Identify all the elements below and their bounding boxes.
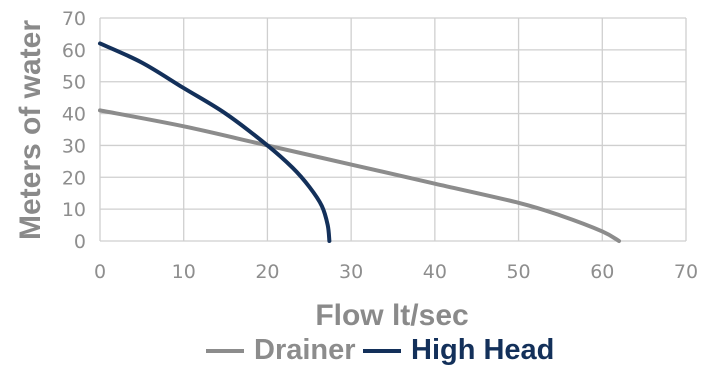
legend-label-drainer: Drainer bbox=[254, 334, 356, 366]
y-tick-label: 50 bbox=[62, 72, 86, 94]
x-tick-label: 60 bbox=[590, 261, 614, 283]
y-axis-ticks: 0 10 20 30 40 50 60 70 bbox=[62, 8, 86, 253]
series-line-high-head bbox=[98, 41, 332, 243]
grid bbox=[99, 17, 687, 242]
x-tick-label: 50 bbox=[506, 261, 530, 283]
x-tick-label: 0 bbox=[94, 261, 106, 283]
series-line-drainer bbox=[98, 108, 622, 243]
x-tick-label: 30 bbox=[339, 261, 363, 283]
y-tick-label: 60 bbox=[62, 40, 86, 62]
x-tick-label: 70 bbox=[674, 261, 698, 283]
legend-label-high-head: High Head bbox=[411, 334, 554, 366]
x-tick-label: 20 bbox=[255, 261, 279, 283]
y-tick-label: 10 bbox=[62, 199, 86, 221]
y-tick-label: 20 bbox=[62, 167, 86, 189]
x-tick-label: 40 bbox=[423, 261, 447, 283]
y-tick-label: 70 bbox=[62, 8, 86, 30]
y-tick-label: 0 bbox=[74, 231, 86, 253]
x-axis-ticks: 0 10 20 30 40 50 60 70 bbox=[94, 261, 698, 283]
series-lines bbox=[98, 41, 622, 243]
x-axis-label: Flow lt/sec bbox=[315, 299, 468, 332]
y-tick-label: 30 bbox=[62, 135, 86, 157]
y-axis-label: Meters of water bbox=[14, 20, 47, 240]
y-tick-label: 40 bbox=[62, 104, 86, 126]
x-tick-label: 10 bbox=[172, 261, 196, 283]
legend: Drainer High Head bbox=[206, 334, 554, 366]
